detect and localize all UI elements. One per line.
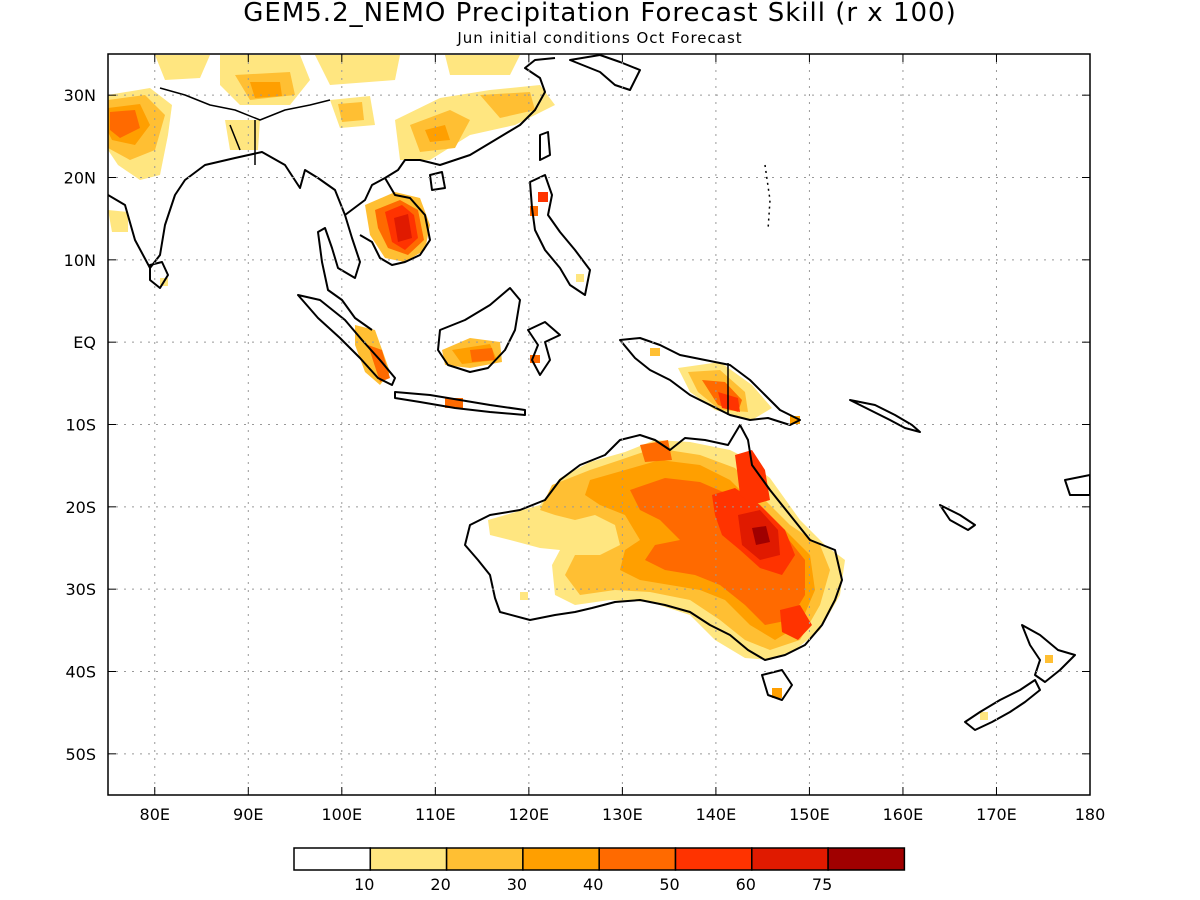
colorbar-label: 60 — [736, 875, 756, 894]
map-title: GEM5.2_NEMO Precipitation Forecast Skill… — [243, 0, 957, 28]
coast-hainan — [429, 171, 446, 191]
tick-label-lon: 130E — [602, 805, 643, 824]
colorbar-label: 10 — [354, 875, 374, 894]
shading-maritime-continent — [355, 325, 660, 408]
tick-label-lon: 160E — [883, 805, 924, 824]
coast-south-asia-mainland — [108, 151, 373, 331]
coast-japan-korea — [569, 54, 641, 91]
colorbar-label: 75 — [812, 875, 832, 894]
map-grid — [108, 54, 1090, 795]
tick-label-lon: 100E — [321, 805, 362, 824]
coast-nz-south-island — [964, 679, 1041, 731]
tick-label-lat: 10S — [65, 416, 96, 435]
coast-taiwan — [539, 131, 551, 161]
shading-indochina — [160, 192, 584, 286]
coast-mariana-islands — [764, 164, 771, 231]
tick-label-lon: 170E — [976, 805, 1017, 824]
colorbar-label: 40 — [583, 875, 603, 894]
tick-label-lon: 80E — [140, 805, 170, 824]
coast-fiji — [1064, 474, 1090, 496]
tick-label-lat: 30N — [64, 86, 96, 105]
tick-label-lon: 150E — [789, 805, 830, 824]
tick-label-lat: 10N — [64, 251, 96, 270]
tick-label-lon: 120E — [509, 805, 550, 824]
tick-label-lat: EQ — [73, 333, 96, 352]
coast-new-caledonia — [939, 504, 976, 531]
colorbar-swatch — [751, 847, 829, 871]
colorbar-label: 30 — [507, 875, 527, 894]
coastlines — [108, 54, 1090, 731]
coast-java — [394, 391, 526, 416]
coast-nz-north-island — [1021, 624, 1076, 683]
colorbar-swatch — [522, 847, 600, 871]
colorbar-swatch — [369, 847, 448, 871]
colorbar-label: 20 — [430, 875, 450, 894]
coast-philippines — [529, 174, 591, 296]
colorbar-swatch — [674, 847, 753, 871]
tick-label-lat: 30S — [65, 580, 96, 599]
shading-south-china — [395, 85, 555, 160]
coast-solomon-islands — [849, 399, 921, 433]
coast-sumatra — [297, 294, 396, 386]
colorbar-swatch — [293, 847, 372, 871]
shading-new-guinea — [678, 362, 800, 424]
map-axis-ticks: 30N 20N 10N EQ 10S 20S 30S 40S 50S 80E 90E 100E 110E… — [64, 54, 1106, 824]
colorbar: 10 20 30 40 50 60 75 — [293, 847, 906, 894]
tick-label-lat: 50S — [65, 745, 96, 764]
coast-tasmania — [761, 669, 793, 701]
map-subtitle: Jun initial conditions Oct Forecast — [457, 29, 743, 47]
coast-borneo — [437, 287, 521, 373]
tick-label-lat: 20S — [65, 498, 96, 517]
colorbar-swatch — [445, 847, 524, 871]
tick-label-lon: 180 — [1075, 805, 1106, 824]
coast-sulawesi — [527, 321, 561, 376]
tick-label-lon: 140E — [696, 805, 737, 824]
map-frame — [107, 53, 1091, 796]
colorbar-swatch — [598, 847, 677, 871]
coast-indochina — [359, 177, 431, 266]
coast-australia — [464, 424, 843, 661]
borders-asia — [159, 87, 331, 165]
skill-shading — [108, 55, 1053, 720]
colorbar-label: 50 — [659, 875, 679, 894]
tick-label-lon: 110E — [415, 805, 456, 824]
shading-new-zealand — [980, 655, 1053, 720]
tick-label-lat: 20N — [64, 169, 96, 188]
tick-label-lon: 90E — [233, 805, 263, 824]
coast-china — [344, 57, 556, 216]
coast-sri-lanka — [149, 261, 169, 289]
shading-south-asia — [108, 55, 520, 232]
coast-new-guinea — [619, 337, 801, 426]
tick-label-lat: 40S — [65, 663, 96, 682]
colorbar-swatch — [827, 847, 906, 871]
shading-australia — [488, 440, 845, 698]
